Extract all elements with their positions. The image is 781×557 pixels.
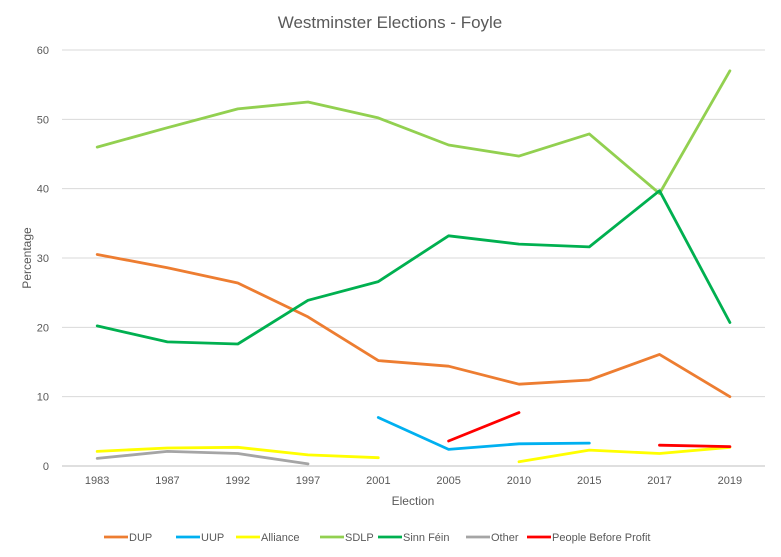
legend-item: DUP: [104, 532, 152, 544]
legend-item: People Before Profit: [527, 532, 650, 544]
chart-title: Westminster Elections - Foyle: [278, 13, 503, 32]
legend-item: UUP: [176, 532, 224, 544]
x-tick-label: 2019: [718, 475, 742, 487]
legend-item: Other: [466, 532, 519, 544]
legend-item: SDLP: [320, 532, 374, 544]
x-tick-label: 1992: [226, 475, 250, 487]
series-line-sdlp: [95, 69, 732, 195]
legend-label: Sinn Féin: [403, 532, 449, 544]
x-tick-label: 2001: [366, 475, 390, 487]
series-line-uup: [376, 416, 591, 451]
legend-item: Sinn Féin: [378, 532, 449, 544]
x-tick-label: 2015: [577, 475, 601, 487]
y-tick-label: 30: [37, 253, 49, 265]
y-tick-label: 50: [37, 114, 49, 126]
series-line-dup: [95, 253, 732, 399]
gridlines: [62, 49, 765, 467]
series-line-sinn-féin: [95, 189, 732, 346]
x-tick-label: 2017: [647, 475, 671, 487]
legend-label: DUP: [129, 532, 152, 544]
legend-label: Alliance: [261, 532, 300, 544]
series-line-other: [95, 450, 310, 466]
legend-label: People Before Profit: [552, 532, 650, 544]
y-tick-label: 0: [43, 461, 49, 473]
series-lines: [95, 69, 732, 466]
legend-label: SDLP: [345, 532, 374, 544]
y-tick-label: 20: [37, 322, 49, 334]
legend-item: Alliance: [236, 532, 300, 544]
legend-label: UUP: [201, 532, 224, 544]
x-tick-label: 1997: [296, 475, 320, 487]
x-axis-ticks: 1983 1987 1992 1997 2001 2005 2010 2015 2017 2019: [85, 475, 742, 487]
x-tick-label: 2005: [436, 475, 460, 487]
legend: DUP UUP Alliance SDLP Sinn Féin Other People B…: [104, 532, 650, 544]
y-tick-label: 40: [37, 184, 49, 196]
series-line-alliance: [95, 445, 732, 464]
x-tick-label: 1983: [85, 475, 109, 487]
x-tick-label: 1987: [155, 475, 179, 487]
y-tick-label: 10: [37, 392, 49, 404]
x-tick-label: 2010: [507, 475, 531, 487]
series-line-people-before-profit: [447, 411, 732, 448]
y-axis-label: Percentage: [20, 227, 34, 289]
x-axis-label: Election: [392, 494, 435, 508]
y-tick-label: 60: [37, 45, 49, 57]
legend-label: Other: [491, 532, 519, 544]
y-axis-ticks: 0 10 20 30 40 50 60: [37, 45, 49, 473]
